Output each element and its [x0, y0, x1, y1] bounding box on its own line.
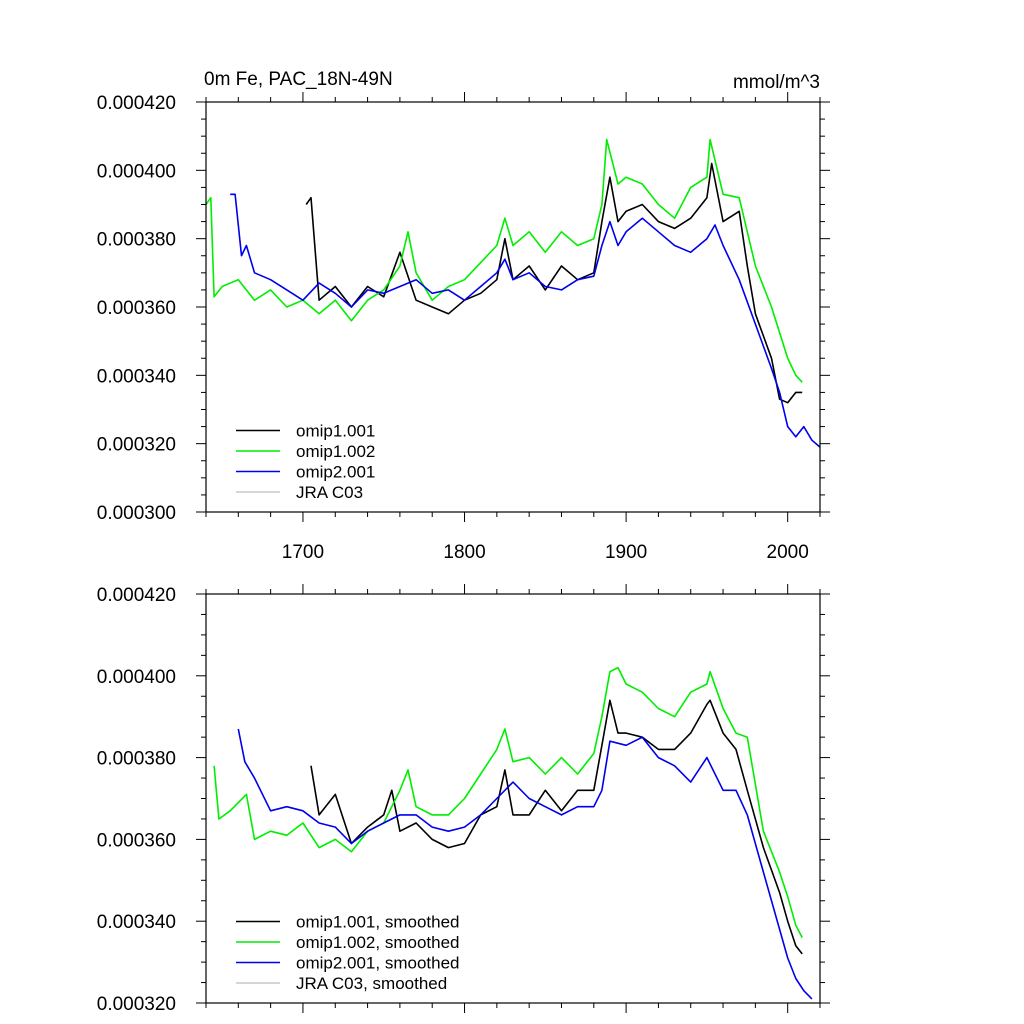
y-tick-label: 0.000300 [97, 503, 176, 524]
y-tick-label: 0.000320 [97, 435, 176, 456]
legend-label: omip2.001 [296, 463, 375, 482]
chart-title: 0m Fe, PAC_18N-49N [204, 69, 393, 90]
y-tick-label: 0.000380 [97, 749, 176, 770]
legend-label: omip1.002 [296, 442, 375, 461]
y-tick-label: 0.000400 [97, 161, 176, 182]
chart-panel-top: 0.000300 0.000320 0.000340 0.000360 0.000380… [97, 69, 830, 563]
y-tick-label: 0.000340 [97, 366, 176, 387]
y-tick-label: 0.000420 [97, 585, 176, 606]
legend-label: omip1.001 [296, 422, 375, 441]
legend-label: omip2.001, smoothed [296, 954, 460, 973]
series-line-omip1-002-smoothed [213, 666, 803, 938]
legend-label: JRA C03 [296, 483, 363, 502]
y-tick-label: 0.000380 [97, 230, 176, 251]
series-line-omip1-001-smoothed [310, 699, 803, 955]
y-tick-label: 0.000360 [97, 298, 176, 319]
legend-label: omip1.001, smoothed [296, 913, 460, 932]
y-tick-label: 0.000360 [97, 830, 176, 851]
y-tick-label: 0.000340 [97, 912, 176, 933]
series-group [213, 666, 813, 1000]
x-tick-label: 2000 [767, 542, 809, 563]
series-line-omip1-001 [305, 162, 803, 404]
series-line-omip1-002 [206, 138, 803, 383]
series-group [206, 138, 820, 448]
series-line-omip2-001-smoothed [237, 728, 813, 1000]
x-tick-label: 1800 [443, 542, 485, 563]
chart-panel-bottom: 0.000320 0.000340 0.000360 0.000380 0.000400… [97, 584, 830, 1015]
units-label: mmol/m^3 [733, 72, 820, 93]
y-tick-label: 0.000420 [97, 93, 176, 114]
x-tick-label: 1900 [605, 542, 647, 563]
y-tick-label: 0.000320 [97, 994, 176, 1015]
series-line-omip2-001 [230, 193, 820, 448]
x-tick-label: 1700 [282, 542, 324, 563]
legend-label: omip1.002, smoothed [296, 933, 460, 952]
y-tick-label: 0.000400 [97, 667, 176, 688]
legend-label: JRA C03, smoothed [296, 974, 447, 993]
